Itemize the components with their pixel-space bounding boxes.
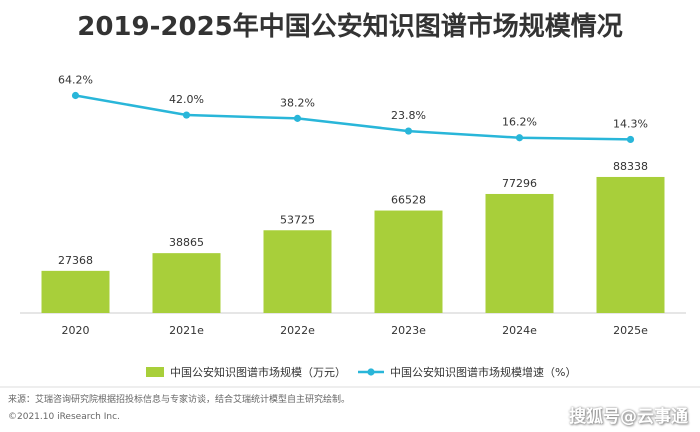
bar-2024e <box>485 193 554 313</box>
growth-value-label: 64.2% <box>58 74 93 87</box>
growth-value-label: 23.8% <box>391 109 426 122</box>
growth-point-2023e <box>404 127 413 135</box>
bar-value-label: 53725 <box>280 213 315 226</box>
growth-value-label: 16.2% <box>502 116 537 129</box>
legend-bar-swatch <box>146 367 164 377</box>
bar-value-label: 27368 <box>58 254 93 267</box>
bar-2025e <box>596 176 665 313</box>
source-note: 来源：艾瑞咨询研究院根据招投标信息与专家访谈，结合艾瑞统计模型自主研究绘制。 <box>8 395 351 405</box>
bar-value-label: 38865 <box>169 236 204 249</box>
copyright-note: ©2021.10 iResearch Inc. <box>8 412 120 422</box>
growth-line <box>75 94 631 141</box>
bar-value-label: 77296 <box>502 177 537 190</box>
growth-value-label: 42.0% <box>169 93 204 106</box>
growth-point-2022e <box>293 114 302 122</box>
bar-2022e <box>263 230 332 313</box>
bar-2023e <box>374 210 443 313</box>
growth-point-2025e <box>626 135 635 144</box>
bar-value-label: 66528 <box>391 194 426 207</box>
bar-2021e <box>152 253 221 313</box>
x-tick-label: 2025e <box>613 324 648 337</box>
x-tick-label: 2020 <box>62 324 90 337</box>
growth-point-2024e <box>515 134 524 142</box>
chart-title: 2019-2025年中国公安知识图谱市场规模情况 <box>77 12 623 42</box>
bar-2020 <box>41 270 110 313</box>
growth-point-2020 <box>71 91 80 100</box>
legend-bar-label: 中国公安知识图谱市场规模（万元） <box>170 365 346 379</box>
x-tick-label: 2024e <box>502 324 537 337</box>
watermark: 搜狐号@云事通 <box>569 407 688 427</box>
growth-point-2021e <box>182 111 191 119</box>
x-tick-label: 2021e <box>169 324 204 337</box>
legend-line-label: 中国公安知识图谱市场规模增速（%） <box>390 365 576 379</box>
legend-line-marker <box>367 368 375 376</box>
x-tick-label: 2023e <box>391 324 426 337</box>
growth-value-label: 14.3% <box>613 117 648 130</box>
growth-value-label: 38.2% <box>280 96 315 109</box>
x-tick-label: 2022e <box>280 324 315 337</box>
bar-value-label: 88338 <box>613 160 648 173</box>
